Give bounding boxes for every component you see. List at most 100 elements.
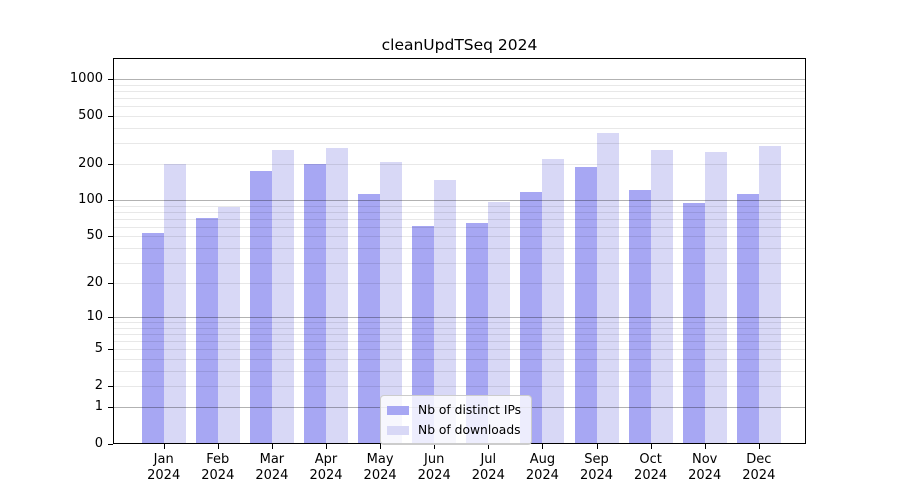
- y-tick-mark: [108, 164, 113, 165]
- bar-distinct-ips-jun: [412, 226, 435, 444]
- x-tick-label-nov: Nov 2024: [688, 452, 722, 483]
- y-tick-mark: [108, 317, 113, 319]
- y-tick-label: 2: [94, 378, 103, 393]
- y-tick-label: 200: [78, 156, 103, 171]
- x-tick-mark: [380, 444, 382, 449]
- gridline-minor: [113, 164, 806, 165]
- x-tick-mark: [163, 444, 165, 449]
- y-tick-mark: [108, 349, 113, 351]
- x-tick-label-sep: Sep 2024: [579, 452, 614, 483]
- x-tick-mark: [217, 444, 219, 449]
- y-tick-mark: [108, 236, 113, 238]
- bar-distinct-ips-sep: [574, 166, 597, 444]
- x-tick-mark: [596, 444, 598, 449]
- y-tick-mark: [108, 200, 113, 202]
- x-tick-label-aug: Aug 2024: [525, 452, 559, 483]
- gridline-minor: [113, 205, 806, 207]
- gridline-minor: [113, 334, 806, 336]
- x-tick-mark: [434, 444, 436, 449]
- plot-area: Nb of distinct IPs Nb of downloads: [113, 58, 806, 445]
- y-tick-mark: [108, 407, 113, 409]
- y-tick-label: 1000: [69, 71, 103, 87]
- gridline-minor: [113, 84, 806, 86]
- chart-title: cleanUpdTSeq 2024: [381, 36, 538, 54]
- gridline-minor: [113, 142, 806, 144]
- gridline-minor: [113, 212, 806, 213]
- y-tick-label: 100: [78, 192, 103, 208]
- legend-item-distinct-ips: Nb of distinct IPs: [387, 400, 521, 420]
- legend-swatch-distinct-ips: [387, 405, 409, 415]
- legend: Nb of distinct IPs Nb of downloads: [380, 395, 533, 445]
- y-tick-mark: [108, 386, 113, 387]
- y-tick-mark: [108, 283, 113, 285]
- y-tick-label: 0: [94, 436, 103, 451]
- gridline-minor: [113, 386, 806, 387]
- x-tick-mark: [326, 444, 327, 449]
- x-tick-mark: [271, 444, 273, 449]
- y-tick-mark: [108, 115, 113, 117]
- x-tick-mark: [758, 444, 760, 449]
- bar-downloads-feb: [217, 206, 240, 444]
- bar-distinct-ips-jul: [466, 222, 489, 444]
- bar-distinct-ips-aug: [520, 191, 543, 444]
- x-tick-label-jan: Jan 2024: [147, 452, 181, 483]
- y-tick-label: 1: [94, 399, 103, 415]
- bar-distinct-ips-feb: [195, 217, 218, 444]
- y-tick-label: 5: [94, 341, 103, 357]
- bar-distinct-ips-may: [358, 194, 381, 444]
- bar-downloads-jan: [163, 164, 186, 444]
- legend-swatch-downloads: [387, 425, 409, 435]
- gridline-major: [113, 200, 806, 202]
- gridline-minor: [113, 248, 806, 249]
- bar-distinct-ips-jan: [141, 233, 164, 444]
- gridline-minor: [113, 322, 806, 324]
- y-tick-label: 20: [86, 275, 103, 291]
- x-tick-label-oct: Oct 2024: [634, 452, 668, 483]
- gridline-minor: [113, 359, 806, 360]
- x-tick-label-feb: Feb 2024: [201, 452, 235, 483]
- bar-downloads-apr: [326, 147, 348, 444]
- bar-distinct-ips-dec: [736, 194, 759, 444]
- gridline-minor: [113, 370, 806, 372]
- y-tick-mark: [108, 79, 113, 81]
- bar-distinct-ips-nov: [682, 203, 705, 444]
- y-tick-mark: [108, 444, 113, 445]
- bar-downloads-dec: [758, 145, 781, 444]
- gridline-minor: [113, 115, 806, 117]
- x-tick-label-jun: Jun 2024: [417, 452, 451, 483]
- bar-downloads-jun: [434, 180, 457, 444]
- legend-label-downloads: Nb of downloads: [418, 423, 521, 437]
- gridline-minor: [113, 227, 806, 228]
- gridline-minor: [113, 283, 806, 285]
- x-tick-label-jul: Jul 2024: [471, 452, 505, 483]
- gridline-minor: [113, 349, 806, 351]
- gridline-minor: [113, 328, 806, 329]
- gridline-major: [113, 317, 806, 319]
- bar-distinct-ips-oct: [628, 190, 651, 444]
- bar-downloads-sep: [596, 133, 619, 444]
- gridline-minor: [113, 106, 806, 108]
- x-tick-mark: [542, 444, 544, 449]
- x-tick-mark: [488, 444, 490, 449]
- bar-downloads-jul: [488, 202, 511, 444]
- x-tick-label-may: May 2024: [363, 452, 397, 483]
- y-tick-label: 50: [86, 228, 103, 244]
- y-tick-label: 500: [78, 107, 103, 123]
- legend-label-distinct-ips: Nb of distinct IPs: [418, 403, 522, 417]
- bar-downloads-oct: [650, 150, 673, 444]
- x-tick-label-apr: Apr 2024: [309, 452, 343, 483]
- legend-item-downloads: Nb of downloads: [387, 420, 521, 440]
- y-tick-label: 10: [86, 309, 103, 325]
- gridline-major: [113, 79, 806, 81]
- bar-downloads-aug: [542, 159, 565, 444]
- x-tick-label-mar: Mar 2024: [255, 452, 289, 483]
- gridline-minor: [113, 98, 806, 100]
- bar-downloads-mar: [271, 149, 294, 444]
- gridline-minor: [113, 91, 806, 93]
- x-tick-mark: [704, 444, 706, 449]
- bar-distinct-ips-apr: [304, 164, 326, 444]
- bar-distinct-ips-mar: [249, 171, 272, 444]
- gridline-minor: [113, 127, 806, 129]
- gridline-minor: [113, 262, 806, 264]
